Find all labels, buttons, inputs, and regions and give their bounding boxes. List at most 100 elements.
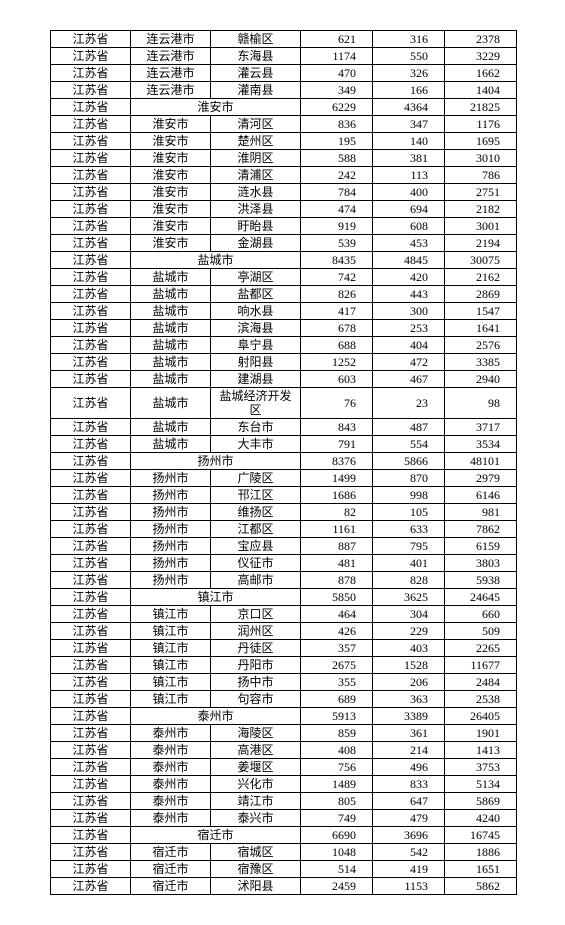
cell-value-c: 2265 bbox=[445, 640, 517, 657]
cell-city: 盐城市 bbox=[131, 354, 211, 371]
cell-province: 江苏省 bbox=[51, 167, 131, 184]
cell-value-a: 8435 bbox=[301, 252, 373, 269]
cell-value-b: 870 bbox=[373, 470, 445, 487]
cell-district: 灌南县 bbox=[211, 82, 301, 99]
cell-district: 射阳县 bbox=[211, 354, 301, 371]
cell-city: 淮安市 bbox=[131, 116, 211, 133]
cell-value-c: 2940 bbox=[445, 371, 517, 388]
cell-value-a: 2675 bbox=[301, 657, 373, 674]
cell-value-a: 464 bbox=[301, 606, 373, 623]
cell-value-a: 76 bbox=[301, 388, 373, 419]
cell-city: 镇江市 bbox=[131, 640, 211, 657]
cell-value-b: 419 bbox=[373, 861, 445, 878]
cell-value-a: 826 bbox=[301, 286, 373, 303]
cell-city: 盐城市 bbox=[131, 436, 211, 453]
cell-value-a: 1499 bbox=[301, 470, 373, 487]
cell-district: 大丰市 bbox=[211, 436, 301, 453]
table-row: 江苏省盐城市响水县4173001547 bbox=[51, 303, 517, 320]
cell-value-a: 6229 bbox=[301, 99, 373, 116]
table-row: 江苏省连云港市赣榆区6213162378 bbox=[51, 31, 517, 48]
cell-city-span: 镇江市 bbox=[131, 589, 301, 606]
cell-district: 广陵区 bbox=[211, 470, 301, 487]
cell-district: 江都区 bbox=[211, 521, 301, 538]
cell-value-c: 1695 bbox=[445, 133, 517, 150]
cell-value-b: 608 bbox=[373, 218, 445, 235]
cell-province: 江苏省 bbox=[51, 419, 131, 436]
cell-district: 清河区 bbox=[211, 116, 301, 133]
table-row: 江苏省泰州市高港区4082141413 bbox=[51, 742, 517, 759]
cell-value-b: 304 bbox=[373, 606, 445, 623]
cell-value-a: 859 bbox=[301, 725, 373, 742]
cell-value-b: 828 bbox=[373, 572, 445, 589]
cell-value-a: 749 bbox=[301, 810, 373, 827]
cell-value-b: 554 bbox=[373, 436, 445, 453]
cell-city: 盐城市 bbox=[131, 286, 211, 303]
cell-value-c: 21825 bbox=[445, 99, 517, 116]
cell-city-span: 盐城市 bbox=[131, 252, 301, 269]
cell-value-b: 633 bbox=[373, 521, 445, 538]
cell-province: 江苏省 bbox=[51, 453, 131, 470]
cell-value-b: 253 bbox=[373, 320, 445, 337]
cell-district: 灌云县 bbox=[211, 65, 301, 82]
cell-city: 扬州市 bbox=[131, 504, 211, 521]
cell-value-c: 1651 bbox=[445, 861, 517, 878]
table-row: 江苏省扬州市仪征市4814013803 bbox=[51, 555, 517, 572]
cell-district: 海陵区 bbox=[211, 725, 301, 742]
cell-value-b: 361 bbox=[373, 725, 445, 742]
cell-value-c: 3717 bbox=[445, 419, 517, 436]
table-row: 江苏省盐城市8435484530075 bbox=[51, 252, 517, 269]
cell-city: 淮安市 bbox=[131, 184, 211, 201]
cell-province: 江苏省 bbox=[51, 320, 131, 337]
table-row: 江苏省连云港市东海县11745503229 bbox=[51, 48, 517, 65]
cell-value-c: 2538 bbox=[445, 691, 517, 708]
cell-city: 连云港市 bbox=[131, 31, 211, 48]
cell-city: 盐城市 bbox=[131, 303, 211, 320]
cell-province: 江苏省 bbox=[51, 759, 131, 776]
cell-value-a: 242 bbox=[301, 167, 373, 184]
table-row: 江苏省盐城市建湖县6034672940 bbox=[51, 371, 517, 388]
cell-value-a: 836 bbox=[301, 116, 373, 133]
cell-district: 清浦区 bbox=[211, 167, 301, 184]
cell-value-c: 30075 bbox=[445, 252, 517, 269]
cell-value-b: 4845 bbox=[373, 252, 445, 269]
cell-value-b: 4364 bbox=[373, 99, 445, 116]
cell-value-c: 5869 bbox=[445, 793, 517, 810]
cell-province: 江苏省 bbox=[51, 303, 131, 320]
cell-district: 金湖县 bbox=[211, 235, 301, 252]
cell-value-c: 1404 bbox=[445, 82, 517, 99]
cell-value-c: 2979 bbox=[445, 470, 517, 487]
cell-province: 江苏省 bbox=[51, 99, 131, 116]
table-row: 江苏省镇江市丹阳市2675152811677 bbox=[51, 657, 517, 674]
cell-province: 江苏省 bbox=[51, 31, 131, 48]
cell-value-a: 82 bbox=[301, 504, 373, 521]
cell-value-c: 1901 bbox=[445, 725, 517, 742]
cell-value-c: 98 bbox=[445, 388, 517, 419]
cell-value-c: 786 bbox=[445, 167, 517, 184]
cell-value-a: 878 bbox=[301, 572, 373, 589]
cell-district: 京口区 bbox=[211, 606, 301, 623]
table-row: 江苏省宿迁市宿城区10485421886 bbox=[51, 844, 517, 861]
cell-value-b: 113 bbox=[373, 167, 445, 184]
cell-value-b: 229 bbox=[373, 623, 445, 640]
cell-district: 润州区 bbox=[211, 623, 301, 640]
cell-district: 盐城经济开发区 bbox=[211, 388, 301, 419]
cell-province: 江苏省 bbox=[51, 201, 131, 218]
cell-province: 江苏省 bbox=[51, 184, 131, 201]
cell-value-a: 1252 bbox=[301, 354, 373, 371]
cell-province: 江苏省 bbox=[51, 65, 131, 82]
cell-value-a: 8376 bbox=[301, 453, 373, 470]
cell-province: 江苏省 bbox=[51, 844, 131, 861]
cell-district: 姜堰区 bbox=[211, 759, 301, 776]
cell-value-b: 479 bbox=[373, 810, 445, 827]
cell-city-span: 宿迁市 bbox=[131, 827, 301, 844]
cell-city: 盐城市 bbox=[131, 419, 211, 436]
cell-city: 扬州市 bbox=[131, 572, 211, 589]
table-row: 江苏省淮安市盱眙县9196083001 bbox=[51, 218, 517, 235]
cell-value-a: 417 bbox=[301, 303, 373, 320]
cell-city: 扬州市 bbox=[131, 555, 211, 572]
cell-value-a: 621 bbox=[301, 31, 373, 48]
cell-value-b: 3389 bbox=[373, 708, 445, 725]
table-row: 江苏省淮安市清河区8363471176 bbox=[51, 116, 517, 133]
cell-value-a: 349 bbox=[301, 82, 373, 99]
cell-province: 江苏省 bbox=[51, 133, 131, 150]
